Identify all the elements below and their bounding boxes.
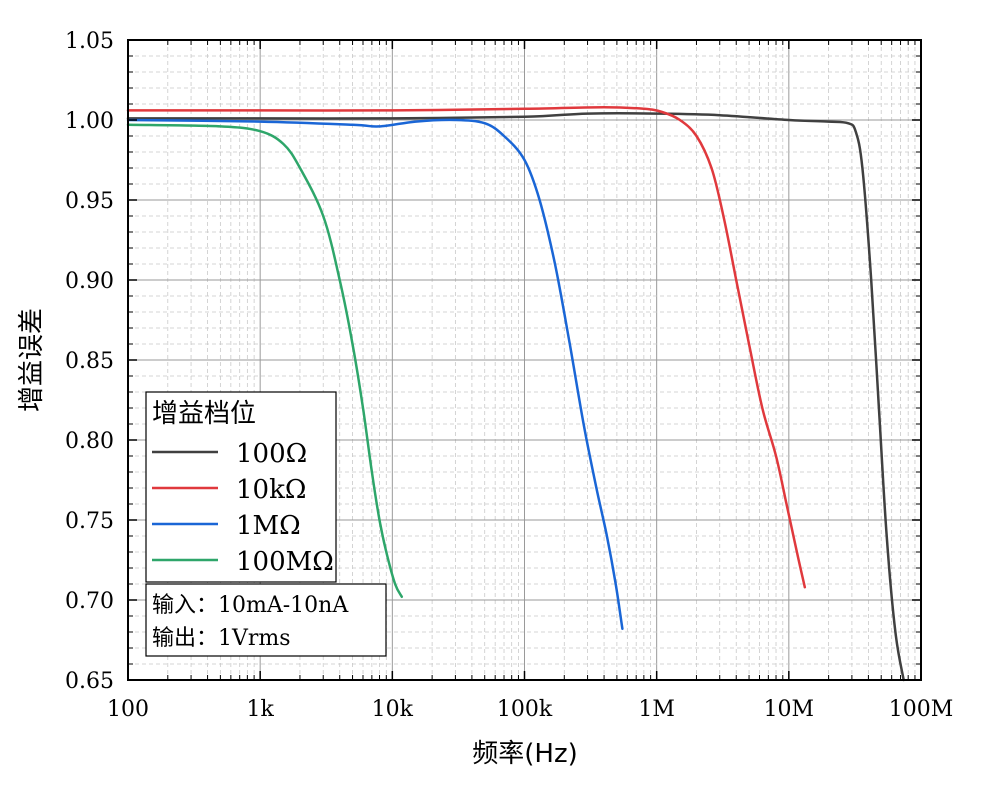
tick-labels: 100 1k 10k 100k 1M 10M 100M 1.05 1.00 0.95 0.90 0.8… — [65, 29, 953, 722]
x-tick-label: 10k — [372, 697, 414, 722]
note-line-output: 输出：1Vrms — [152, 626, 291, 651]
y-axis-title: 增益误差 — [17, 308, 47, 412]
series-line-3 — [126, 123, 404, 599]
y-tick-label: 0.80 — [65, 429, 114, 454]
legend-title: 增益档位 — [152, 399, 256, 429]
x-tick-label: 10M — [764, 697, 815, 722]
y-tick-label: 0.65 — [65, 669, 114, 694]
x-tick-label: 100 — [107, 697, 149, 722]
note-line-input: 输入：10mA-10nA — [152, 593, 349, 618]
legend-label-0: 100Ω — [236, 439, 307, 469]
legend-entries: 100Ω 10kΩ 1MΩ 100MΩ — [152, 439, 334, 577]
series-layer — [126, 105, 905, 682]
axis-ticks — [127, 39, 922, 681]
series-line-2 — [126, 118, 624, 631]
series-line-1 — [126, 105, 807, 589]
legend-label-3: 100MΩ — [236, 547, 334, 577]
x-tick-label: 100k — [497, 697, 553, 722]
y-tick-label: 0.90 — [65, 269, 114, 294]
y-tick-label: 1.05 — [65, 29, 114, 54]
x-tick-label: 1k — [247, 697, 275, 722]
x-tick-label: 100M — [889, 697, 954, 722]
x-tick-label: 1M — [638, 697, 675, 722]
y-tick-label: 0.95 — [65, 189, 114, 214]
series-line-0 — [126, 112, 905, 682]
y-tick-label: 0.70 — [65, 589, 114, 614]
y-tick-label: 1.00 — [65, 109, 114, 134]
legend-label-1: 10kΩ — [236, 475, 306, 505]
legend: 增益档位 100Ω 10kΩ 1MΩ 100MΩ — [145, 391, 337, 583]
note-box: 输入：10mA-10nA 输出：1Vrms — [145, 583, 387, 657]
y-tick-label: 0.85 — [65, 349, 114, 374]
y-tick-label: 0.75 — [65, 509, 114, 534]
note-frame — [145, 583, 387, 657]
x-axis-title: 频率(Hz) — [472, 739, 578, 769]
legend-label-2: 1MΩ — [236, 511, 301, 541]
